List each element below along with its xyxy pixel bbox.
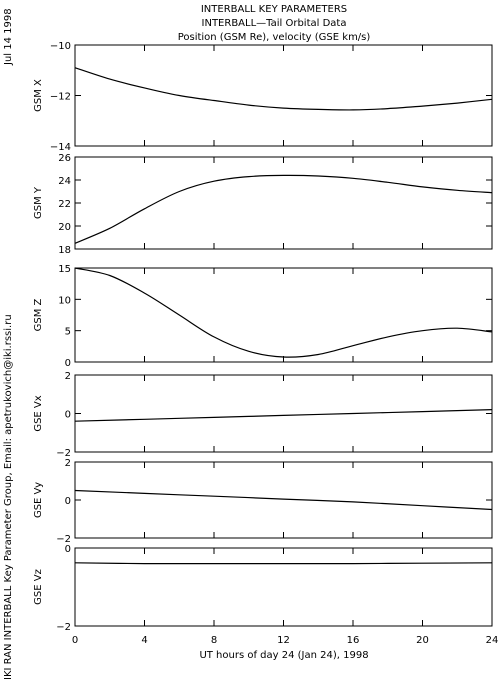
y-tick-label-gsm-z: 15 xyxy=(58,264,71,275)
title-line-1: INTERBALL KEY PARAMETERS xyxy=(201,4,347,15)
x-tick-label: 24 xyxy=(486,635,499,646)
y-tick-label-gsm-x: −10 xyxy=(50,41,71,52)
y-tick-label-gsm-y: 20 xyxy=(58,222,71,233)
series-line-gsm-z xyxy=(74,267,493,358)
side-date: Jul 14 1998 xyxy=(3,8,14,66)
y-tick-label-gsm-z: 0 xyxy=(65,358,71,369)
panel-frame-gsm-y xyxy=(74,156,493,250)
y-axis-label-gse-vy: GSE Vy xyxy=(33,482,44,518)
title-line-3: Position (GSM Re), velocity (GSE km/s) xyxy=(178,32,371,43)
y-tick-label-gsm-z: 5 xyxy=(65,327,71,338)
y-tick-label-gse-vz: 0 xyxy=(65,544,71,555)
y-tick-label-gse-vy: 2 xyxy=(65,458,71,469)
y-tick-label-gse-vx: 0 xyxy=(65,410,71,421)
panel-frame-gse-vx xyxy=(74,374,493,453)
series-line-gse-vy xyxy=(74,489,493,511)
series-line-gsm-x xyxy=(74,67,493,111)
y-tick-label-gsm-z: 10 xyxy=(58,295,71,306)
y-tick-label-gsm-x: −12 xyxy=(50,92,71,103)
y-axis-label-gsm-x: GSM X xyxy=(33,79,44,112)
y-tick-label-gse-vx: −2 xyxy=(56,448,71,459)
y-axis-label-gsm-y: GSM Y xyxy=(33,186,44,219)
series-line-gse-vz xyxy=(74,562,493,565)
y-tick-label-gse-vx: 2 xyxy=(65,371,71,382)
y-tick-label-gsm-y: 18 xyxy=(58,245,71,256)
y-tick-label-gse-vy: 0 xyxy=(65,496,71,507)
side-credit: IKI RAN INTERBALL Key Parameter Group, E… xyxy=(3,314,14,680)
y-axis-label-gse-vx: GSE Vx xyxy=(33,395,44,431)
panel-frame-gse-vy xyxy=(74,461,493,539)
y-axis-label-gse-vz: GSE Vz xyxy=(33,569,44,605)
x-axis-label: UT hours of day 24 (Jan 24), 1998 xyxy=(199,650,368,661)
y-tick-label-gsm-y: 24 xyxy=(58,176,71,187)
x-tick-label: 4 xyxy=(141,635,147,646)
title-line-2: INTERBALL—Tail Orbital Data xyxy=(202,18,347,29)
x-tick-label: 16 xyxy=(347,635,360,646)
y-axis-label-gsm-z: GSM Z xyxy=(33,298,44,331)
panel-frame-gsm-z xyxy=(74,267,493,363)
x-tick-label: 20 xyxy=(416,635,429,646)
series-line-gsm-y xyxy=(74,174,493,244)
x-tick-label: 8 xyxy=(211,635,217,646)
y-tick-label-gse-vy: −2 xyxy=(56,534,71,545)
y-tick-label-gsm-y: 22 xyxy=(58,199,71,210)
x-tick-label: 0 xyxy=(72,635,78,646)
x-tick-label: 12 xyxy=(277,635,290,646)
panel-frame-gsm-x xyxy=(74,44,493,147)
panel-frame-gse-vz xyxy=(74,547,493,627)
y-tick-label-gsm-y: 26 xyxy=(58,153,71,164)
y-tick-label-gse-vz: −2 xyxy=(56,622,71,633)
series-line-gse-vx xyxy=(74,409,493,422)
y-tick-label-gsm-x: −14 xyxy=(50,142,71,153)
